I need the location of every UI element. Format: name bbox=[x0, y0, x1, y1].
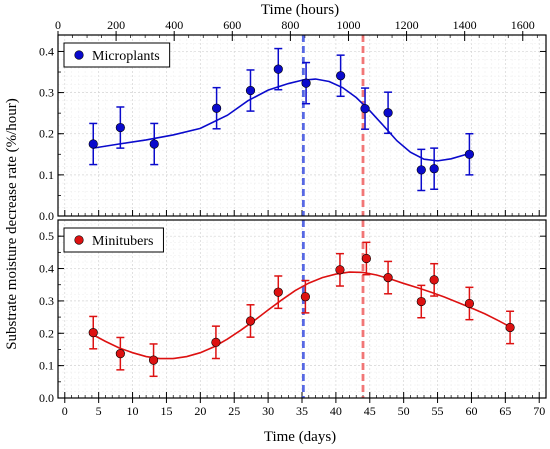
data-point bbox=[211, 337, 221, 347]
data-point bbox=[335, 265, 345, 275]
x-tick-label: 50 bbox=[398, 404, 410, 418]
data-point bbox=[464, 149, 475, 159]
data-point bbox=[361, 253, 371, 264]
legend-marker bbox=[74, 50, 84, 60]
y-tick-label: 0.1 bbox=[39, 359, 54, 373]
bottom-plot-area: 0.0 0.1 0.2 0.3 0.4 0.5 0 5 10 15 20 25 30 35 40 45 50 55… bbox=[39, 219, 547, 418]
x-tick-label: 35 bbox=[296, 404, 308, 418]
y-tick-label: 0.4 bbox=[39, 44, 54, 58]
y-tick-label: 0.0 bbox=[39, 209, 54, 223]
x-tick-label: 45 bbox=[364, 404, 376, 418]
plot-frame bbox=[57, 34, 547, 217]
top-plot-area: 0.0 0.1 0.2 0.3 0.40 200 400 600 800 1000 1200 1400… bbox=[39, 18, 547, 223]
data-point bbox=[336, 71, 346, 81]
data-point bbox=[383, 273, 393, 283]
plot-frame bbox=[57, 219, 547, 399]
top-x-tick-label: 0 bbox=[55, 18, 61, 32]
data-point bbox=[383, 108, 393, 118]
y-tick-label: 0.0 bbox=[39, 391, 54, 405]
data-point bbox=[429, 164, 439, 174]
data-point bbox=[115, 122, 125, 133]
y-axis-label: Substrate moisture decrease rate (%/hour… bbox=[4, 98, 20, 350]
x-tick-label: 5 bbox=[96, 404, 102, 418]
top-x-tick-label: 1200 bbox=[395, 18, 419, 32]
top-x-axis-label: Time (hours) bbox=[261, 2, 339, 18]
x-tick-label: 70 bbox=[533, 404, 545, 418]
top-x-tick-label: 200 bbox=[107, 18, 125, 32]
x-tick-label: 40 bbox=[330, 404, 342, 418]
legend-marker bbox=[74, 235, 84, 245]
legend-label: Minitubers bbox=[92, 234, 153, 249]
x-tick-label: 15 bbox=[160, 404, 172, 418]
top-x-tick-label: 1000 bbox=[336, 18, 360, 32]
data-point bbox=[148, 355, 159, 365]
y-tick-label: 0.5 bbox=[39, 229, 54, 243]
y-tick-label: 0.3 bbox=[39, 86, 54, 100]
data-point bbox=[212, 103, 222, 113]
x-tick-label: 30 bbox=[262, 404, 274, 418]
data-point bbox=[149, 139, 159, 149]
top-x-tick-label: 1400 bbox=[453, 18, 477, 32]
data-point bbox=[429, 275, 439, 285]
y-tick-label: 0.4 bbox=[39, 262, 54, 276]
y-tick-label: 0.2 bbox=[39, 127, 54, 141]
x-tick-label: 60 bbox=[465, 404, 477, 418]
x-tick-label: 10 bbox=[127, 404, 139, 418]
data-point bbox=[245, 316, 256, 326]
top-x-tick-label: 800 bbox=[281, 18, 299, 32]
x-tick-label: 55 bbox=[432, 404, 444, 418]
data-point bbox=[464, 298, 475, 309]
bottom-x-axis-label: Time (days) bbox=[264, 429, 336, 445]
data-point bbox=[88, 328, 98, 338]
x-tick-label: 65 bbox=[499, 404, 511, 418]
data-point bbox=[360, 104, 370, 114]
data-point bbox=[273, 64, 283, 74]
fit-curve bbox=[93, 78, 470, 162]
data-point bbox=[245, 85, 256, 96]
x-tick-label: 25 bbox=[228, 404, 240, 418]
data-point bbox=[505, 322, 515, 333]
data-point bbox=[416, 296, 426, 307]
x-tick-label: 0 bbox=[62, 404, 68, 418]
x-tick-label: 20 bbox=[194, 404, 206, 418]
top-x-tick-label: 400 bbox=[165, 18, 183, 32]
data-point bbox=[88, 139, 98, 149]
data-point bbox=[115, 349, 125, 359]
top-x-tick-label: 1600 bbox=[511, 18, 535, 32]
fit-curve bbox=[92, 271, 511, 360]
y-tick-label: 0.1 bbox=[39, 168, 54, 182]
top-x-tick-label: 600 bbox=[223, 18, 241, 32]
legend-label: Microplants bbox=[92, 49, 160, 64]
data-point bbox=[301, 78, 311, 88]
y-tick-label: 0.3 bbox=[39, 294, 54, 308]
data-point bbox=[416, 165, 426, 175]
y-tick-label: 0.2 bbox=[39, 326, 54, 340]
data-point bbox=[300, 292, 310, 302]
data-point bbox=[273, 287, 283, 297]
